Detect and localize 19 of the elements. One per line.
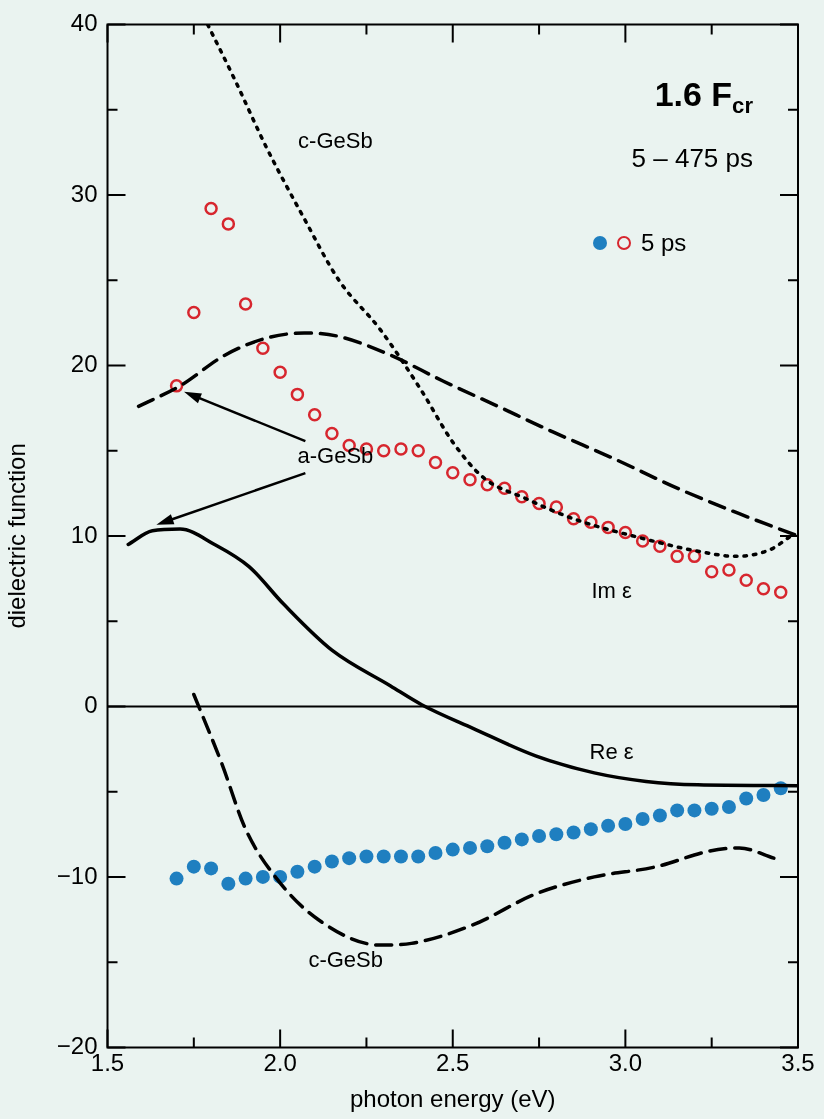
x-tick-label: 2.5	[436, 1049, 470, 1077]
annotation: a-GeSb	[297, 443, 374, 469]
annotation: Im ε	[591, 578, 632, 604]
annotation: c-GeSb	[308, 946, 384, 972]
text: 5 – 475 ps	[631, 142, 753, 173]
y-tick-label: 20	[70, 350, 98, 378]
y-tick-label: 10	[70, 520, 98, 548]
x-tick-label: 3.0	[608, 1049, 643, 1077]
x-axis-title: photon energy (eV)	[350, 1085, 556, 1113]
y-tick-label: 30	[70, 179, 98, 207]
y-tick-label: 40	[70, 9, 98, 37]
legend-label: 5 ps	[641, 229, 687, 258]
x-tick-label: 2.0	[263, 1049, 297, 1077]
annotation: c-GeSb	[298, 128, 373, 154]
x-tick-label: 3.5	[781, 1049, 815, 1077]
y-tick-label: −10	[56, 861, 98, 889]
y-tick-label: 0	[84, 691, 98, 719]
y-axis-title: dielectric function	[3, 443, 31, 629]
annotation: Re ε	[589, 738, 634, 764]
